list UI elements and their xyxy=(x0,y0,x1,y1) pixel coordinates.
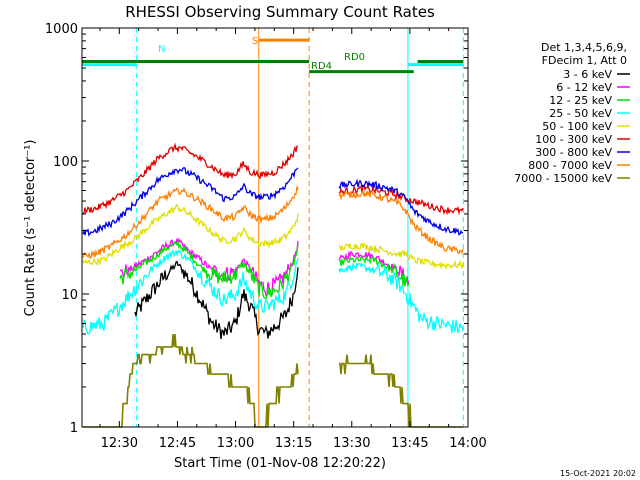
y-tick-label-0: 1 xyxy=(70,421,78,436)
legend-label-4: 50 - 100 keV xyxy=(542,120,612,133)
series-line-2 xyxy=(119,240,410,300)
legend-label-5: 100 - 300 keV xyxy=(535,133,612,146)
y-tick-label-1: 10 xyxy=(61,288,78,303)
x-axis-label: Start Time (01-Nov-08 12:20:22) xyxy=(174,456,386,471)
legend-label-7: 800 - 7000 keV xyxy=(528,159,612,172)
x-tick-label-4: 13:30 xyxy=(333,436,370,451)
saa-label: S xyxy=(252,36,258,47)
y-axis-label: Count Rate (s⁻¹ detector⁻¹) xyxy=(23,140,38,317)
legend-label-1: 6 - 12 keV xyxy=(556,81,612,94)
series-line-3 xyxy=(82,248,464,335)
x-tick-label-5: 13:45 xyxy=(391,436,428,451)
series-line-4 xyxy=(82,203,464,270)
y-tick-label-3: 1000 xyxy=(45,22,78,37)
series-line-0 xyxy=(134,260,299,340)
plot-frame xyxy=(81,27,469,428)
series-line-7 xyxy=(82,186,464,259)
x-tick-label-6: 14:00 xyxy=(449,436,486,451)
legend-header-1: Det 1,3,4,5,6,9, xyxy=(541,41,627,54)
night-label: N xyxy=(158,44,165,55)
legend-label-0: 3 - 6 keV xyxy=(563,68,612,81)
y-ticks: 1 10 100 1000 xyxy=(45,22,468,436)
x-ticks: 12:30 12:45 13:00 13:15 13:30 13:45 14:00 xyxy=(99,28,487,451)
x-tick-label-2: 13:00 xyxy=(217,436,254,451)
y-tick-label-2: 100 xyxy=(53,155,78,170)
legend: Det 1,3,4,5,6,9, FDecim 1, Att 0 3 - 6 k… xyxy=(514,41,630,185)
legend-label-8: 7000 - 15000 keV xyxy=(514,172,612,185)
chart-title: RHESSI Observing Summary Count Rates xyxy=(125,3,435,21)
rd4-label: RD4 xyxy=(311,61,332,72)
footer-timestamp: 15-Oct-2021 20:02 xyxy=(560,469,636,478)
series-line-6 xyxy=(82,166,464,237)
x-tick-label-3: 13:15 xyxy=(275,436,312,451)
rd0-label: RD0 xyxy=(344,52,365,63)
legend-label-6: 300 - 800 keV xyxy=(535,146,612,159)
series-line-5 xyxy=(82,142,464,216)
legend-header-2: FDecim 1, Att 0 xyxy=(542,54,627,67)
x-tick-label-0: 12:30 xyxy=(101,436,138,451)
legend-label-3: 25 - 50 keV xyxy=(549,107,612,120)
legend-label-2: 12 - 25 keV xyxy=(549,94,612,107)
x-tick-label-1: 12:45 xyxy=(159,436,196,451)
